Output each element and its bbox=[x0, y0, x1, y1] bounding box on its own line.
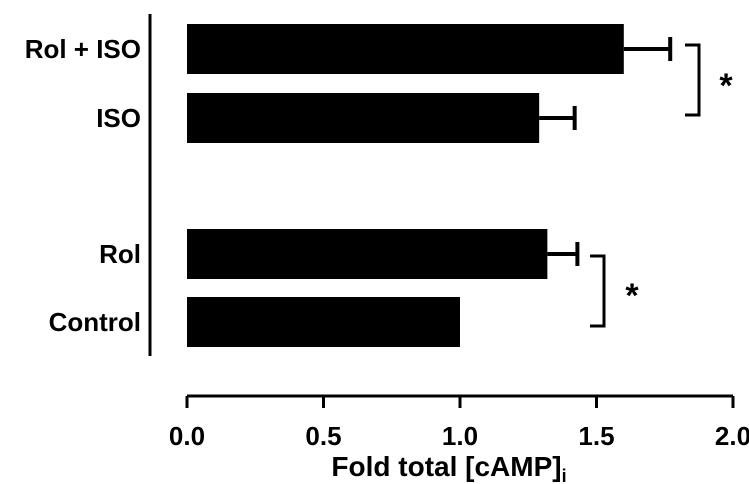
x-tick-label: 1.0 bbox=[442, 421, 478, 451]
x-axis-ticks: 0.0 0.5 1.0 1.5 2.0 bbox=[169, 396, 749, 451]
x-tick-label: 0.0 bbox=[169, 421, 205, 451]
x-tick-label: 2.0 bbox=[715, 421, 749, 451]
category-labels: Rol + ISO ISO Rol Control bbox=[25, 34, 141, 337]
x-tick-label: 1.5 bbox=[578, 421, 614, 451]
significance-bracket bbox=[590, 256, 604, 326]
category-label: ISO bbox=[96, 103, 141, 133]
bar bbox=[187, 93, 539, 143]
x-tick-label: 0.5 bbox=[305, 421, 341, 451]
category-label: Control bbox=[49, 307, 141, 337]
bar bbox=[187, 297, 460, 347]
bar bbox=[187, 24, 624, 74]
category-label: Rol bbox=[99, 239, 141, 269]
category-label: Rol + ISO bbox=[25, 34, 141, 64]
significance-bracket bbox=[685, 45, 699, 115]
significance-star: * bbox=[625, 277, 639, 315]
bars bbox=[187, 24, 670, 347]
bar bbox=[187, 229, 547, 279]
significance-markers: ** bbox=[590, 45, 733, 326]
x-axis-title: Fold total [cAMP]i bbox=[331, 451, 566, 484]
significance-star: * bbox=[719, 67, 733, 105]
